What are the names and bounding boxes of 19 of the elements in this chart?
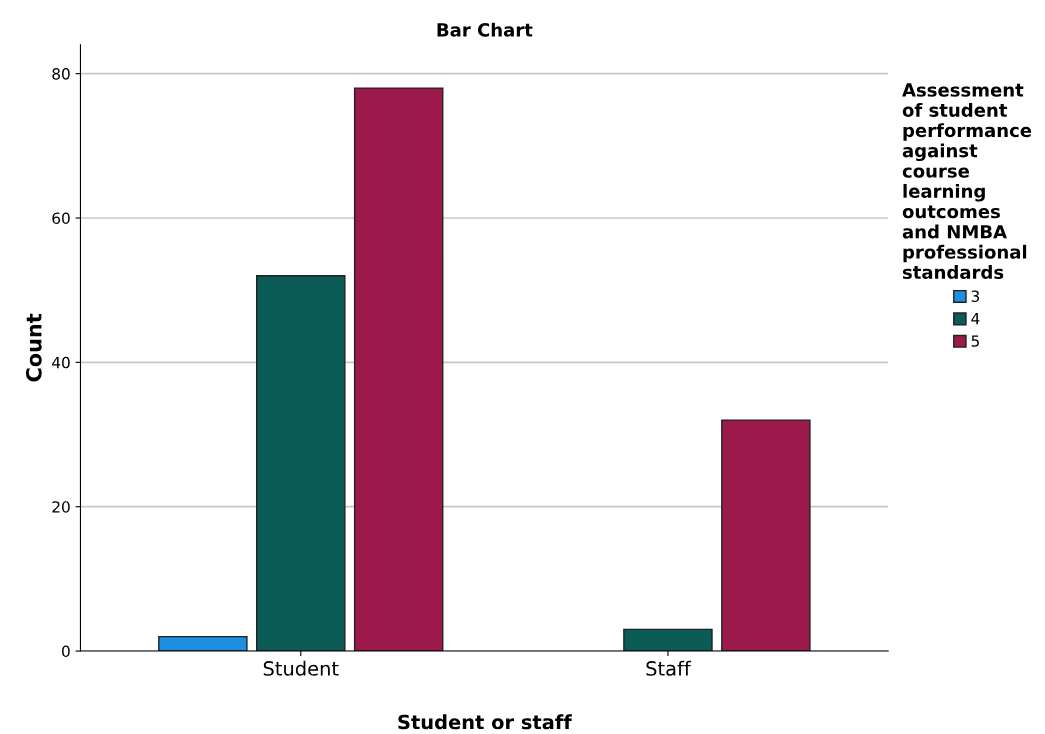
y-axis-title: Count (25, 313, 42, 382)
chart-title: Bar Chart (437, 22, 533, 37)
x-axis-title: Student or staff (398, 714, 572, 730)
y-tick-label: 0 (62, 645, 70, 658)
text: Assessment of student performance against course learning outcomes and NMBA professional standards (902, 83, 1032, 279)
bar (721, 419, 811, 652)
y-tick-label: 40 (52, 356, 70, 369)
bar (623, 628, 713, 652)
bar (158, 635, 248, 652)
bar (353, 87, 444, 652)
legend-label: 3 (971, 290, 980, 302)
y-tick-label: 20 (52, 501, 70, 513)
legend-label: 5 (971, 335, 979, 347)
y-tick-label: 80 (52, 68, 70, 80)
legend-label: 4 (971, 313, 980, 325)
y-tick-label: 60 (52, 212, 70, 225)
x-tick-label: Staff (646, 660, 692, 676)
x-tick-label: Student (263, 660, 339, 676)
bar (256, 275, 346, 652)
